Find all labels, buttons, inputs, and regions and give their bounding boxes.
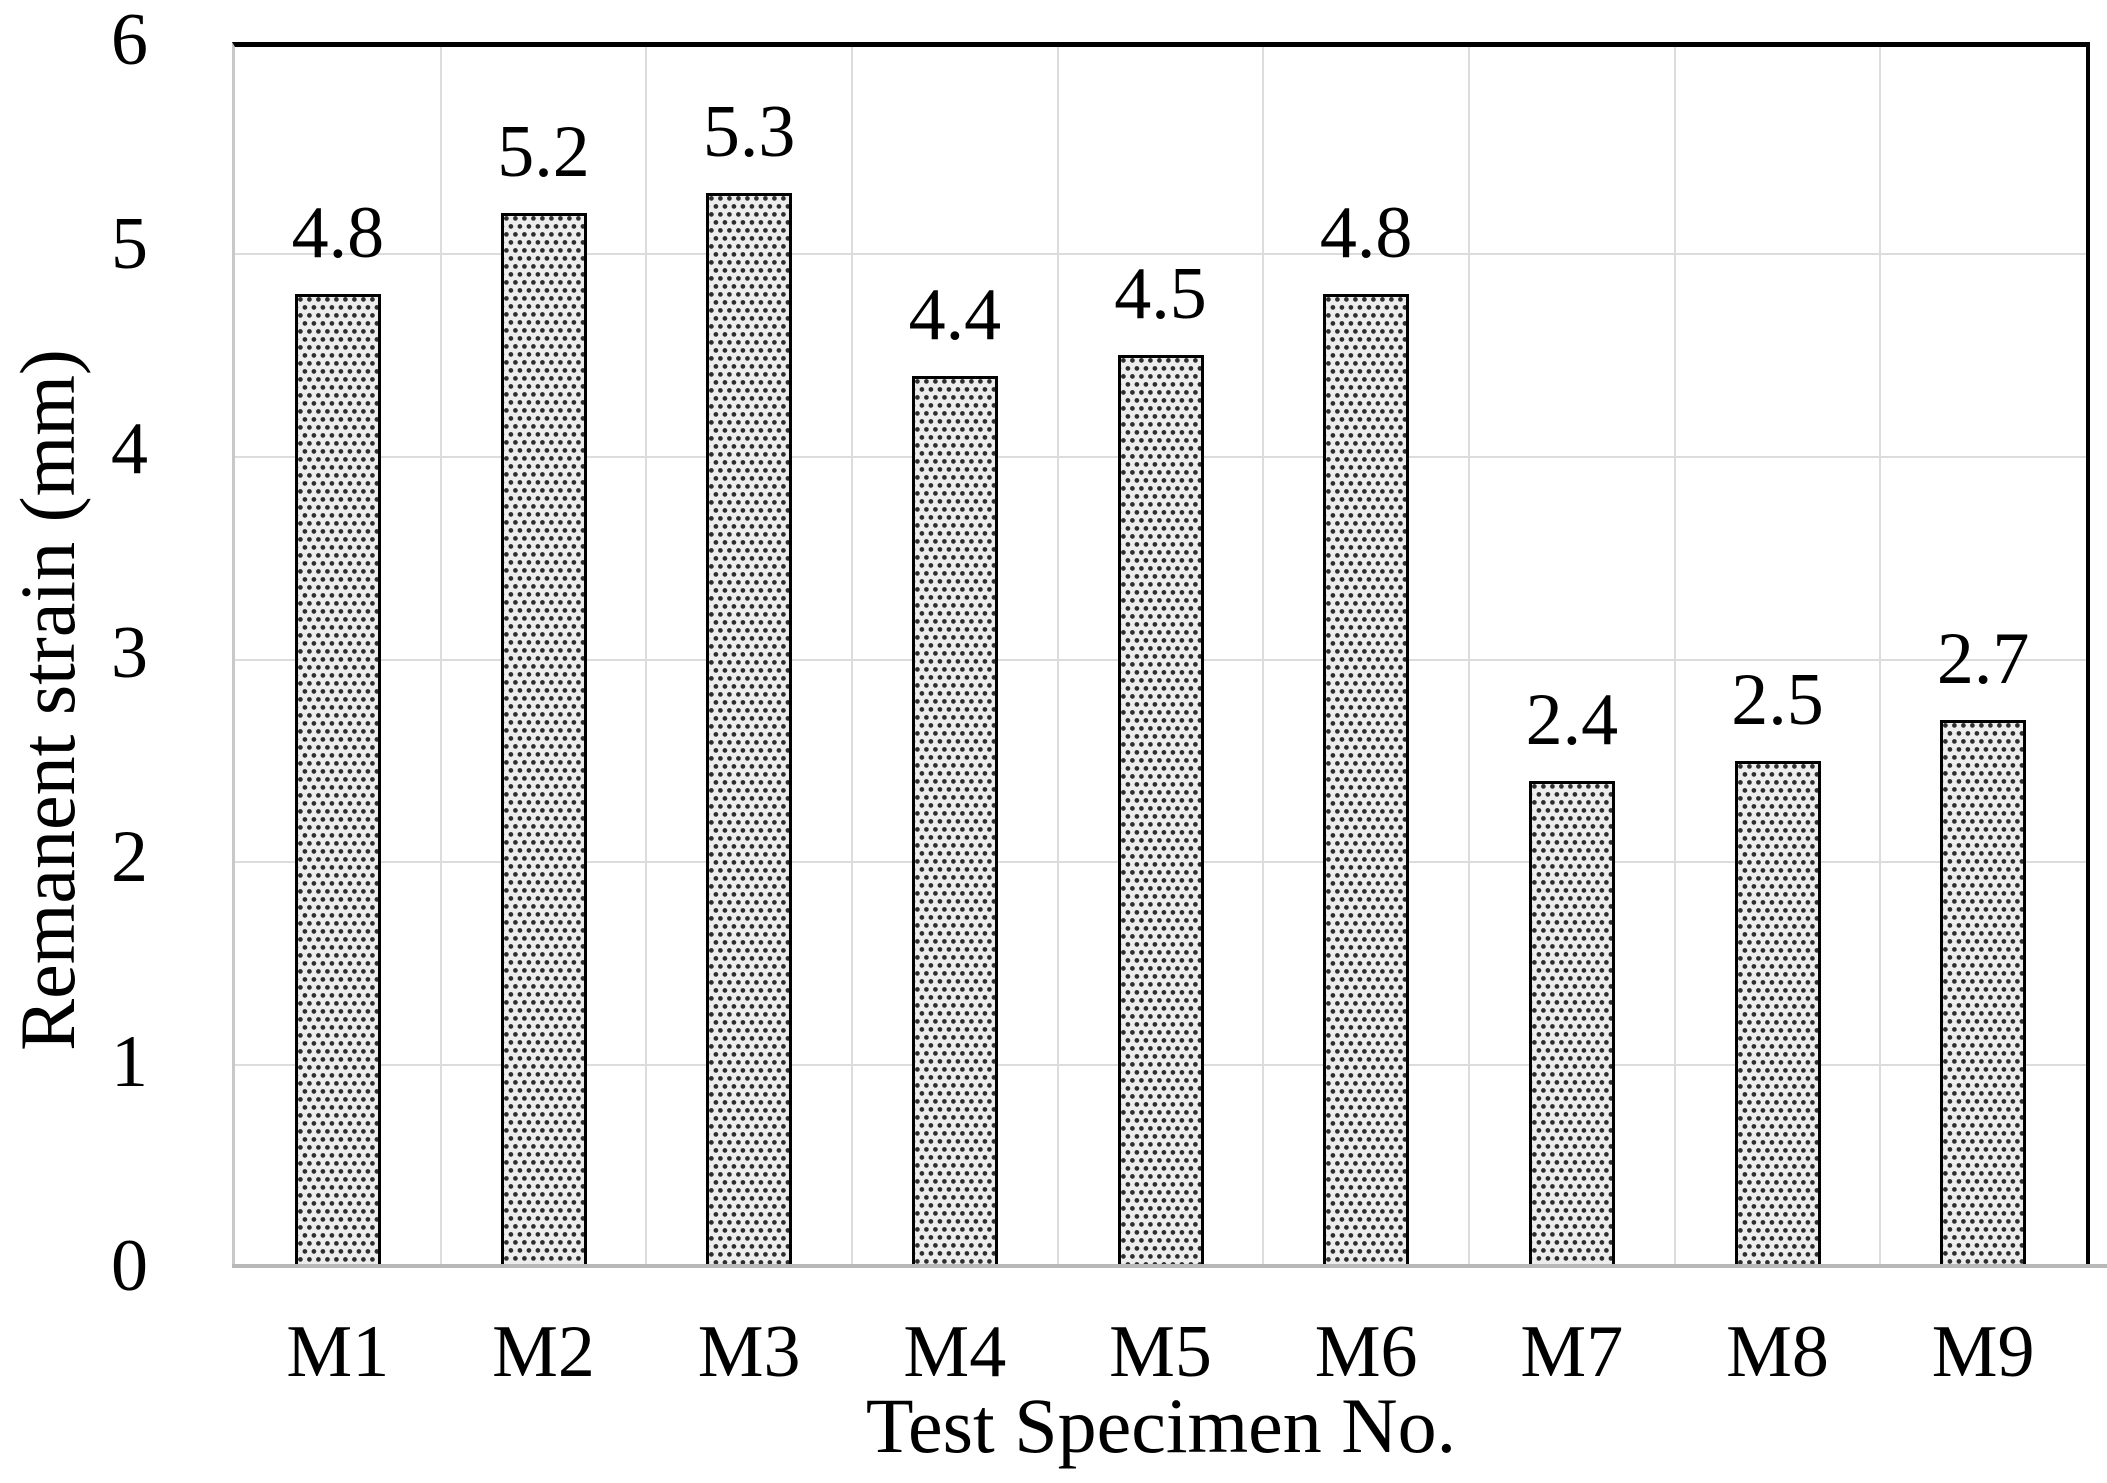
bar-M1	[294, 294, 381, 1268]
x-axis-line	[232, 1264, 2107, 1268]
x-tick-label-M3: M3	[697, 1311, 801, 1393]
v-gridline	[1262, 47, 1265, 1268]
bar-M3	[706, 192, 793, 1268]
bar-M7	[1528, 781, 1615, 1268]
bar-value-label: 4.4	[908, 273, 1002, 356]
y-tick-label: 6	[111, 0, 148, 82]
v-gridline	[1056, 47, 1059, 1268]
v-gridline	[1879, 47, 1882, 1268]
bar-M9	[1940, 720, 2027, 1268]
x-tick-label-M9: M9	[1931, 1311, 2035, 1393]
x-tick-label-M8: M8	[1726, 1311, 1829, 1393]
x-tick-label-M5: M5	[1109, 1311, 1212, 1393]
x-axis-title: Test Specimen No.	[865, 1382, 1457, 1469]
bar-M2	[500, 213, 587, 1268]
bar-value-label: 2.5	[1731, 658, 1824, 741]
bar-M8	[1734, 760, 1821, 1268]
bar-value-label: 4.8	[1319, 192, 1413, 275]
v-gridline	[1468, 47, 1470, 1268]
x-tick-label-M4: M4	[903, 1311, 1007, 1393]
bar-value-label: 2.4	[1525, 679, 1619, 762]
x-tick-label-M6: M6	[1314, 1311, 1418, 1393]
y-tick-label: 4	[111, 407, 148, 490]
y-tick-label: 5	[111, 203, 148, 286]
plot-inner: 4.8 5.2 5.3 4.4 4.5 4.8 2.4 2.5 2.7	[235, 47, 2086, 1268]
bar-value-label: 2.7	[1936, 618, 2030, 701]
v-gridline	[645, 47, 648, 1268]
v-gridline	[851, 47, 853, 1268]
y-tick-label: 3	[111, 612, 148, 694]
bar-M4	[911, 375, 998, 1268]
y-tick-label: 1	[111, 1020, 148, 1103]
bar-value-label: 4.5	[1114, 253, 1207, 336]
x-tick-label-M2: M2	[492, 1311, 595, 1393]
y-tick-label: 2	[111, 816, 148, 899]
v-gridline	[1673, 47, 1676, 1268]
bar-value-label: 5.3	[702, 90, 796, 173]
x-tick-label-M1: M1	[286, 1311, 390, 1393]
y-tick-label: 0	[111, 1225, 148, 1307]
x-tick-label-M7: M7	[1520, 1311, 1624, 1393]
plot-area: 4.8 5.2 5.3 4.4 4.5 4.8 2.4 2.5 2.7	[232, 42, 2090, 1268]
bar-value-label: 4.8	[291, 192, 385, 275]
h-gridline	[235, 252, 2086, 255]
bar-M5	[1117, 355, 1204, 1268]
bar-value-label: 5.2	[497, 111, 590, 194]
v-gridline	[439, 47, 442, 1268]
bar-M6	[1323, 294, 1410, 1268]
